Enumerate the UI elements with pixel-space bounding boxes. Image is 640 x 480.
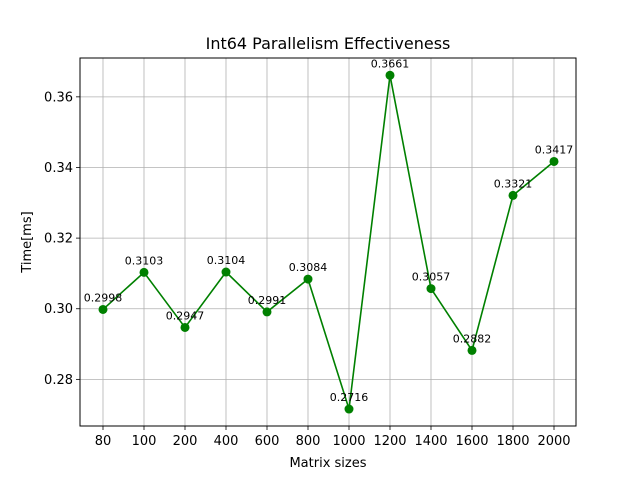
x-tick-label: 2000 <box>537 434 570 449</box>
data-point <box>344 404 354 414</box>
x-tick-label: 200 <box>173 434 198 449</box>
data-point <box>221 267 231 277</box>
data-label: 0.3084 <box>289 261 328 274</box>
data-label: 0.3417 <box>535 143 574 156</box>
x-tick-label: 400 <box>214 434 239 449</box>
data-point <box>467 345 477 355</box>
data-label: 0.3103 <box>125 254 164 267</box>
x-tick-label: 80 <box>95 434 112 449</box>
data-labels: 0.2998 0.3103 0.2947 0.3104 0.2991 0.3084 0.27… <box>84 57 574 404</box>
data-point <box>180 322 190 332</box>
y-tick-label: 0.34 <box>44 161 73 176</box>
data-point <box>262 307 272 317</box>
data-point <box>98 304 108 314</box>
data-point <box>303 274 313 284</box>
x-tick-label: 100 <box>132 434 157 449</box>
plot-frame <box>79 57 577 427</box>
y-tick-label: 0.36 <box>44 90 73 105</box>
data-point <box>426 284 436 294</box>
data-label: 0.3321 <box>494 177 533 190</box>
x-tick-label: 1600 <box>455 434 488 449</box>
x-tick-label: 800 <box>296 434 321 449</box>
y-tick-label: 0.32 <box>44 232 73 247</box>
x-tick-label: 1000 <box>332 434 365 449</box>
data-label: 0.2716 <box>330 391 369 404</box>
x-tick-label: 600 <box>255 434 280 449</box>
series-markers <box>98 70 559 414</box>
data-label: 0.2991 <box>248 294 287 307</box>
y-axis-label: Time[ms] <box>20 211 35 273</box>
data-label: 0.3104 <box>207 254 246 267</box>
chart-title: Int64 Parallelism Effectiveness <box>206 34 451 53</box>
data-label: 0.2882 <box>453 332 492 345</box>
data-point <box>549 156 559 166</box>
x-tick-label: 1200 <box>373 434 406 449</box>
x-tick-label: 1800 <box>496 434 529 449</box>
data-label: 0.3661 <box>371 57 410 70</box>
x-axis-label: Matrix sizes <box>289 456 366 471</box>
data-label: 0.2998 <box>84 291 123 304</box>
data-point <box>385 70 395 80</box>
series-line <box>102 75 555 410</box>
y-axis-ticks: 0.28 0.30 0.32 0.34 0.36 <box>44 90 80 388</box>
data-label: 0.2947 <box>166 309 205 322</box>
data-point <box>508 190 518 200</box>
x-axis-ticks: 80 100 200 400 600 800 1000 1200 1400 1600 1800 200… <box>95 426 571 449</box>
series-line-path <box>102 75 555 410</box>
data-point <box>139 267 149 277</box>
y-tick-label: 0.30 <box>44 302 73 317</box>
y-tick-label: 0.28 <box>44 373 73 388</box>
grid-lines <box>80 58 576 426</box>
x-tick-label: 1400 <box>414 434 447 449</box>
data-label: 0.3057 <box>412 271 451 284</box>
